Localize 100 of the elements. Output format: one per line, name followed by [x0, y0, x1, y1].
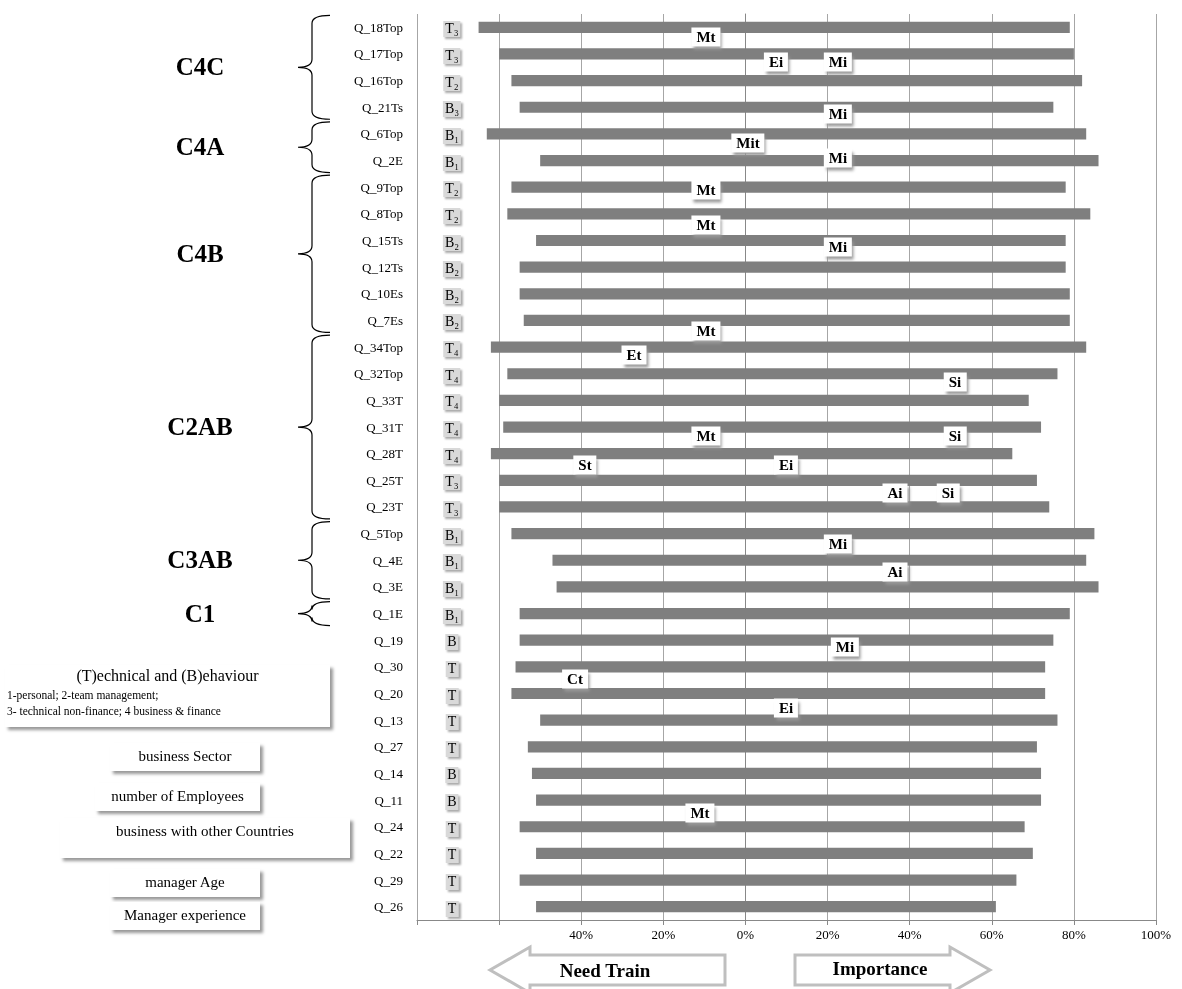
text: (T)echnical and (B)ehaviour [75, 666, 260, 687]
y-tick-label: Q_5Top [360, 526, 403, 542]
annotation: Si [936, 483, 960, 503]
annotation: B₃ [442, 101, 462, 118]
annotation: Mi [823, 237, 853, 257]
y-tick-label: Q_33T [366, 392, 404, 408]
y-tick-label: Q_24 [374, 819, 404, 835]
annotation: Mi [823, 52, 853, 72]
y-tick-label: Q_21Ts [362, 99, 403, 115]
annotation: Si [943, 372, 967, 392]
text: C2AB [167, 413, 233, 442]
annotation: T₄ [443, 394, 461, 411]
text: 1-personal; 2-team management; [6, 688, 160, 703]
annotation: Ai [882, 483, 908, 503]
annotation: T [445, 900, 459, 917]
annotation: Ei [763, 52, 789, 72]
annotation: B₁ [442, 554, 462, 571]
x-tick-label: 40% [897, 927, 922, 942]
annotation: Mt [691, 215, 721, 235]
annotation: Ei [773, 698, 799, 718]
y-tick-label: Q_13 [374, 712, 403, 728]
text: manager Age [110, 869, 260, 895]
y-tick-label: Q_11 [374, 792, 403, 808]
text: C1 [184, 599, 216, 628]
annotation: B₁ [442, 527, 462, 544]
annotation: Mt [691, 321, 721, 341]
y-tick-label: Q_28T [366, 446, 404, 462]
y-tick-label: Q_18Top [354, 19, 403, 35]
annotation: T₂ [443, 207, 461, 224]
x-tick-label: 0% [736, 927, 755, 942]
annotation: T [445, 740, 459, 757]
annotation: T₃ [443, 47, 461, 64]
x-tick-label: 100% [1140, 927, 1172, 942]
annotation: T₄ [443, 341, 461, 358]
y-tick-label: Q_10Es [361, 286, 403, 302]
text: C4A [175, 133, 225, 162]
annotation: Mi [823, 104, 853, 124]
annotation: B₁ [442, 607, 462, 624]
y-tick-label: Q_14 [374, 765, 404, 781]
text: number of Employees [95, 783, 260, 809]
annotation: T₂ [443, 74, 461, 91]
y-tick-label: Q_27 [374, 739, 404, 755]
y-tick-label: Q_16Top [354, 73, 403, 89]
y-tick-label: Q_9Top [360, 179, 403, 195]
annotation: T [445, 687, 459, 704]
annotation: T [445, 874, 459, 891]
y-tick-label: Q_7Es [367, 312, 403, 328]
annotation: St [573, 455, 597, 475]
annotation: B₁ [442, 154, 462, 171]
annotation: B₂ [442, 287, 462, 304]
y-tick-label: Q_8Top [360, 206, 403, 222]
x-tick-label: 20% [651, 927, 676, 942]
annotation: Mt [691, 180, 721, 200]
annotation: Ei [773, 455, 799, 475]
y-tick-label: Q_2E [372, 153, 404, 169]
text: business Sector [110, 743, 260, 769]
annotation: Ai [882, 562, 908, 582]
y-tick-label: Q_15Ts [362, 233, 403, 248]
annotation: B₂ [442, 314, 462, 331]
y-tick-label: Q_1E [372, 606, 404, 622]
annotation: B [445, 634, 459, 651]
annotation: B₁ [442, 580, 462, 597]
annotation: Si [943, 426, 967, 446]
y-tick-label: Q_6Top [360, 126, 403, 142]
y-tick-label: Q_31T [366, 419, 404, 435]
y-tick-label: Q_3E [372, 579, 404, 595]
x-tick-label: 80% [1061, 927, 1086, 942]
text: 3- technical non-finance; 4 business & finance [6, 704, 222, 719]
annotation: T₄ [443, 367, 461, 384]
annotation: T [445, 660, 459, 677]
y-tick-label: Q_22 [374, 845, 403, 861]
annotation: T₂ [443, 181, 461, 198]
annotation: Mt [685, 803, 715, 823]
annotation: Mt [691, 426, 721, 446]
annotation: Ct [562, 669, 588, 689]
annotation: Mt [691, 27, 721, 47]
annotation: T₃ [443, 474, 461, 491]
x-tick-label: 20% [815, 927, 840, 942]
y-tick-label: Q_26 [374, 899, 404, 915]
text: Need Train [559, 960, 651, 982]
y-tick-label: Q_4E [372, 552, 404, 568]
annotation: Et [621, 345, 647, 365]
y-tick-label: Q_29 [374, 872, 403, 888]
annotation: Mi [823, 534, 853, 554]
annotation: T₄ [443, 447, 461, 464]
text: Manager experience [110, 902, 260, 928]
annotation: B₁ [442, 127, 462, 144]
y-tick-label: Q_30 [374, 659, 403, 675]
annotation: T [445, 847, 459, 864]
annotation: B₂ [442, 261, 462, 278]
y-tick-label: Q_20 [374, 686, 403, 701]
annotation: T₄ [443, 421, 461, 438]
y-tick-label: Q_23T [366, 499, 404, 515]
y-tick-label: Q_19 [374, 632, 403, 648]
y-tick-label: Q_12Ts [362, 259, 403, 275]
text: Importance [832, 958, 928, 980]
annotation: B [445, 767, 459, 784]
annotation: Mi [823, 148, 853, 168]
x-tick-label: 60% [979, 927, 1004, 942]
annotation: T₃ [443, 500, 461, 517]
